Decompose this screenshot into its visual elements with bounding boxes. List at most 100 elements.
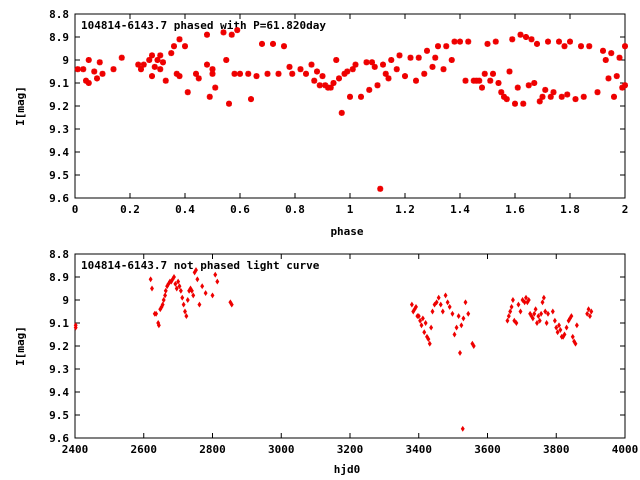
data-point [349,66,356,73]
data-point [415,54,422,61]
data-point [586,306,591,313]
data-point [358,93,364,100]
y-tick-label: 9.3 [49,123,69,136]
data-point [275,70,282,77]
y-tick-label: 8.9 [49,271,69,284]
data-point [432,54,439,61]
data-point [484,40,491,47]
x-tick-label: 3600 [474,443,501,456]
data-point [462,77,469,84]
data-point [385,75,392,82]
data-point [149,52,155,59]
data-point [160,59,166,66]
data-point [523,34,529,40]
data-point [289,70,296,77]
data-point [319,73,326,80]
data-point [85,57,92,63]
data-point [418,317,423,324]
x-tick-label: 0.4 [175,203,195,216]
y-tick-label: 8.8 [49,248,69,261]
data-point [228,31,235,38]
data-point [492,38,499,45]
data-point [451,38,458,45]
data-point [589,308,594,315]
x-tick-label: 2600 [131,443,158,456]
data-point [336,75,342,82]
data-point [204,31,210,38]
y-tick-label: 9.4 [49,386,69,399]
data-point [457,38,463,45]
data-point [580,93,587,100]
data-point [539,93,546,100]
data-point [594,89,601,96]
data-point [85,80,92,86]
data-point [416,313,421,320]
data-point [465,38,472,45]
data-point [369,59,375,66]
data-point [146,57,153,63]
data-point [374,82,381,89]
data-point [427,340,432,347]
data-point [74,66,81,73]
data-point [402,73,408,80]
data-point [440,308,445,315]
data-point [506,68,513,75]
data-point [270,40,276,47]
data-point [237,70,243,77]
data-point [524,294,528,301]
data-point [366,86,373,93]
data-point [557,322,561,329]
data-point [552,317,557,324]
y-tick-label: 9.6 [49,192,69,205]
data-point [558,326,563,333]
data-point [545,38,551,45]
data-point [423,320,428,326]
y-tick-label: 9.1 [49,77,69,90]
data-point [297,66,304,73]
data-point [540,299,545,306]
data-point [96,59,103,66]
data-point [570,333,575,340]
data-point [330,80,337,86]
data-point [561,43,568,50]
data-point [440,66,447,73]
top-y-axis-label: I[mag] [14,86,27,126]
data-point [461,315,466,322]
data-point [176,278,181,285]
data-point [564,324,569,331]
data-point [544,320,549,326]
data-point [413,77,419,84]
data-point [432,301,437,308]
top-x-axis: 0 0.2 0.4 0.6 0.8 1 1.2 1.4 1.6 1.8 2 [72,14,628,216]
data-point [213,271,218,278]
data-point [210,292,215,299]
data-point [183,308,187,315]
data-point [522,299,527,306]
data-point [409,301,414,308]
data-point [520,297,525,303]
phased-light-curve-panel: 104814-6143.7 phased with P=61.820day 8.… [14,8,628,238]
data-point [516,301,521,308]
data-point [154,310,159,317]
unphased-light-curve-panel: 104814-6143.7 not phased light curve 8.8… [14,248,638,476]
y-tick-label: 9.1 [49,317,69,330]
data-point [182,43,188,50]
x-tick-label: 0.2 [120,203,140,216]
data-point [73,324,78,331]
data-point [308,61,315,68]
x-tick-label: 0.6 [230,203,250,216]
data-point [429,63,436,70]
data-point [382,70,389,77]
data-point [434,299,439,306]
data-point [509,36,516,43]
data-point [541,294,546,301]
data-point [517,31,524,38]
data-point [509,303,514,310]
data-point [189,287,194,294]
data-point [151,63,158,70]
data-point [363,59,370,66]
data-point [203,290,208,297]
data-point [430,308,435,315]
data-point [420,315,425,322]
y-tick-label: 9.2 [49,340,69,353]
